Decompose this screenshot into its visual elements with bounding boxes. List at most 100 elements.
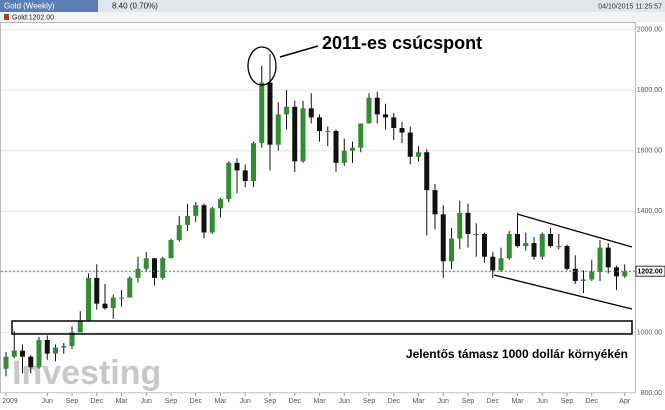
quote-bar bbox=[0, 12, 665, 22]
candle-body bbox=[267, 82, 273, 145]
candle-body bbox=[366, 97, 372, 124]
candle-body bbox=[218, 199, 223, 209]
x-tick-label: Jun bbox=[537, 398, 548, 405]
candle-body bbox=[531, 243, 537, 257]
candle-body bbox=[333, 131, 339, 163]
candle-body bbox=[119, 297, 124, 299]
quote-icon bbox=[4, 14, 9, 20]
y-tick-label: 1400.00 bbox=[637, 208, 662, 215]
candle-body bbox=[259, 82, 265, 144]
candle-body bbox=[209, 208, 215, 233]
candle-body bbox=[308, 108, 314, 118]
candle-body bbox=[44, 340, 50, 354]
candle-body bbox=[300, 108, 306, 162]
x-tick-label: Jun bbox=[240, 398, 251, 405]
x-tick-label: Mar bbox=[511, 398, 524, 405]
candle-body bbox=[572, 268, 578, 281]
candle-body bbox=[622, 271, 628, 277]
candle-body bbox=[440, 214, 446, 262]
x-tick-label: Apr bbox=[619, 398, 631, 405]
x-tick-label: Sep bbox=[66, 398, 79, 405]
candle-body bbox=[160, 258, 166, 278]
candle-body bbox=[539, 234, 545, 257]
candle-body bbox=[201, 205, 207, 233]
candle-body bbox=[275, 114, 281, 145]
candle-body bbox=[325, 131, 331, 133]
candle-body bbox=[110, 297, 116, 309]
x-tick-label: Mar bbox=[313, 398, 326, 405]
last-price-box bbox=[635, 265, 665, 277]
x-tick-label: Jun bbox=[438, 398, 449, 405]
candle-body bbox=[391, 117, 397, 128]
x-tick-label: Jun bbox=[339, 398, 350, 405]
watermark: Investing bbox=[12, 354, 161, 392]
last-price-label: 1202.00 bbox=[637, 269, 662, 276]
candle-body bbox=[69, 332, 75, 347]
candle-body bbox=[465, 212, 471, 234]
candle-body bbox=[152, 258, 157, 278]
candle-body bbox=[3, 356, 9, 369]
x-tick-label: Jun bbox=[141, 398, 152, 405]
x-tick-label: Sep bbox=[561, 398, 574, 405]
candle-body bbox=[20, 350, 25, 357]
quote: Gold:1202.00 bbox=[12, 14, 54, 21]
candle-body bbox=[482, 234, 487, 257]
candle-body bbox=[176, 224, 182, 241]
candle-body bbox=[515, 234, 520, 247]
candle-body bbox=[11, 350, 17, 357]
y-tick-label: 1800.00 bbox=[637, 87, 662, 94]
x-tick-label: Dec bbox=[388, 398, 401, 405]
candle-body bbox=[374, 97, 380, 115]
x-tick-label: Mar bbox=[214, 398, 227, 405]
channel-top bbox=[516, 213, 633, 248]
candle-body bbox=[168, 240, 174, 259]
y-tick-label: 2000.00 bbox=[637, 26, 662, 33]
candle-body bbox=[317, 117, 322, 132]
candle-body bbox=[292, 106, 298, 162]
datetime: 04/10/2015 11:25:57 bbox=[598, 3, 662, 10]
candle-body bbox=[473, 234, 479, 235]
candle-body bbox=[399, 128, 405, 133]
candle-body bbox=[102, 303, 108, 309]
candle-body bbox=[143, 258, 149, 269]
support-box bbox=[11, 320, 633, 335]
candle-body bbox=[94, 277, 100, 304]
change: 8.40 (0.70%) bbox=[112, 2, 158, 11]
candle-body bbox=[424, 152, 430, 191]
tab-title: Gold (Weekly) bbox=[4, 2, 55, 11]
candle-body bbox=[416, 152, 421, 157]
support-label: Jelentős támasz 1000 dollár környékén bbox=[406, 347, 628, 361]
candle-body bbox=[432, 190, 438, 215]
x-tick-label: Sep bbox=[264, 398, 277, 405]
peak-label: 2011-es csúcspont bbox=[322, 33, 482, 53]
header-bar bbox=[0, 0, 665, 12]
candle-body bbox=[383, 114, 388, 118]
x-tick-label: Mar bbox=[412, 398, 425, 405]
candle-body bbox=[457, 212, 463, 239]
candle-body bbox=[341, 150, 347, 163]
candle-body bbox=[523, 243, 529, 247]
candle-body bbox=[407, 132, 413, 157]
candle-body bbox=[506, 234, 512, 259]
x-tick-label: Sep bbox=[165, 398, 178, 405]
channel-bottom bbox=[493, 274, 633, 310]
candle-body bbox=[242, 170, 248, 181]
candle-body bbox=[251, 143, 256, 181]
candle-body bbox=[127, 277, 133, 298]
plot-frame bbox=[0, 22, 636, 393]
x-tick-label: Sep bbox=[462, 398, 475, 405]
candle-body bbox=[605, 247, 611, 268]
candle-body bbox=[614, 267, 619, 277]
x-tick-label: Jun bbox=[42, 398, 53, 405]
x-tick-label: Dec bbox=[91, 398, 104, 405]
y-tick-label: 1600.00 bbox=[637, 148, 662, 155]
candle-body bbox=[36, 340, 42, 368]
x-tick-label: Sep bbox=[363, 398, 376, 405]
x-tick-label: Dec bbox=[289, 398, 302, 405]
candle-body bbox=[193, 205, 199, 216]
tab[interactable] bbox=[0, 0, 98, 12]
candle-body bbox=[28, 356, 34, 368]
candle-body bbox=[185, 215, 190, 225]
